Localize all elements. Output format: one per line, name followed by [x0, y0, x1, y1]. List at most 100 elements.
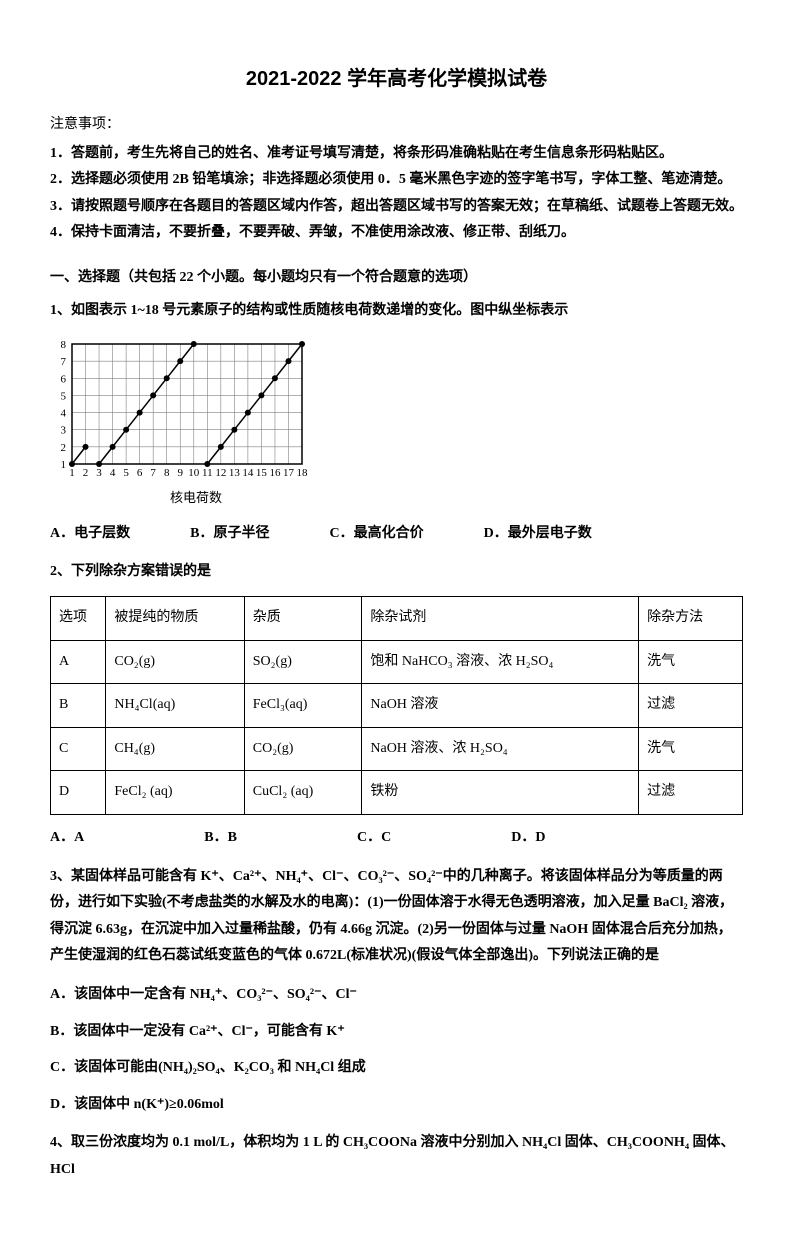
- svg-text:10: 10: [188, 467, 200, 479]
- note-line-2: 2．选择题必须使用 2B 铅笔填涂；非选择题必须使用 0．5 毫米黑色字迹的签字…: [50, 167, 743, 194]
- table-cell: NaOH 溶液、浓 H₂SO₄: [362, 727, 639, 771]
- table-cell: CuCl₂ (aq): [244, 771, 362, 815]
- option-key: A: [50, 830, 60, 845]
- q3-option-c[interactable]: C．该固体可能由(NH₄)₂SO₄、K₂CO₃ 和 NH₄Cl 组成: [50, 1055, 743, 1082]
- svg-text:5: 5: [123, 467, 129, 479]
- table-cell: A: [51, 640, 106, 684]
- svg-text:18: 18: [297, 467, 309, 479]
- option-text: 最外层电子数: [508, 526, 592, 541]
- q3-option-b[interactable]: B．该固体中一定没有 Ca²⁺、Cl⁻，可能含有 K⁺: [50, 1019, 743, 1046]
- option-text: D: [535, 830, 545, 845]
- option-key: C: [357, 830, 367, 845]
- table-cell: NaOH 溶液: [362, 684, 639, 728]
- table-cell: FeCl₂ (aq): [106, 771, 244, 815]
- q4-stem: 4、取三份浓度均为 0.1 mol/L，体积均为 1 L 的 CH₃COONa …: [50, 1130, 743, 1183]
- table-cell: C: [51, 727, 106, 771]
- svg-text:13: 13: [229, 467, 241, 479]
- option-key: B: [190, 526, 199, 541]
- note-line-3: 3．请按照题号顺序在各题目的答题区域内作答，超出答题区域书写的答案无效；在草稿纸…: [50, 194, 743, 221]
- table-cell: CO₂(g): [244, 727, 362, 771]
- option-key: D: [50, 1097, 60, 1112]
- option-key: D: [484, 526, 494, 541]
- option-text: B: [228, 830, 237, 845]
- svg-text:15: 15: [256, 467, 267, 479]
- svg-text:7: 7: [150, 467, 156, 479]
- table-row: CCH₄(g)CO₂(g)NaOH 溶液、浓 H₂SO₄洗气: [51, 727, 743, 771]
- q1-option-b[interactable]: B．原子半径: [190, 521, 269, 548]
- table-cell: CO₂(g): [106, 640, 244, 684]
- svg-text:12: 12: [215, 467, 226, 479]
- option-key: D: [511, 830, 521, 845]
- q3-option-d[interactable]: D．该固体中 n(K⁺)≥0.06mol: [50, 1092, 743, 1119]
- option-key: C: [329, 526, 339, 541]
- q1-option-c[interactable]: C．最高化合价: [329, 521, 423, 548]
- table-header: 被提纯的物质: [106, 597, 244, 641]
- table-header: 除杂试剂: [362, 597, 639, 641]
- table-cell: SO₂(g): [244, 640, 362, 684]
- table-cell: 铁粉: [362, 771, 639, 815]
- svg-text:1: 1: [69, 467, 75, 479]
- svg-text:14: 14: [242, 467, 254, 479]
- option-text: 最高化合价: [354, 526, 424, 541]
- option-text: A: [74, 830, 84, 845]
- table-cell: 过滤: [639, 684, 743, 728]
- svg-text:17: 17: [283, 467, 295, 479]
- option-text: 该固体可能由(NH₄)₂SO₄、K₂CO₃ 和 NH₄Cl 组成: [74, 1060, 366, 1075]
- option-text: 电子层数: [74, 526, 130, 541]
- svg-text:4: 4: [110, 467, 116, 479]
- section-1-heading: 一、选择题（共包括 22 个小题。每小题均只有一个符合题意的选项）: [50, 265, 743, 292]
- table-cell: FeCl₃(aq): [244, 684, 362, 728]
- table-header-row: 选项 被提纯的物质 杂质 除杂试剂 除杂方法: [51, 597, 743, 641]
- table-row: BNH₄Cl(aq)FeCl₃(aq)NaOH 溶液过滤: [51, 684, 743, 728]
- q1-chart: 12345678910111213141516171812345678 核电荷数: [50, 334, 743, 511]
- table-cell: NH₄Cl(aq): [106, 684, 244, 728]
- option-key: A: [50, 987, 60, 1002]
- table-row: DFeCl₂ (aq)CuCl₂ (aq)铁粉过滤: [51, 771, 743, 815]
- q2-options: A．A B．B C．C D．D: [50, 825, 743, 852]
- svg-text:5: 5: [61, 391, 67, 403]
- q1-stem: 1、如图表示 1~18 号元素原子的结构或性质随核电荷数递增的变化。图中纵坐标表…: [50, 298, 743, 325]
- svg-text:2: 2: [61, 442, 67, 454]
- svg-text:6: 6: [61, 373, 67, 385]
- table-header: 杂质: [244, 597, 362, 641]
- q1-option-d[interactable]: D．最外层电子数: [484, 521, 592, 548]
- svg-text:3: 3: [61, 425, 67, 437]
- svg-text:4: 4: [61, 408, 67, 420]
- option-text: 该固体中一定含有 NH₄⁺、CO₃²⁻、SO₄²⁻、Cl⁻: [74, 987, 357, 1002]
- svg-text:8: 8: [164, 467, 170, 479]
- q1-chart-svg: 12345678910111213141516171812345678: [50, 334, 310, 484]
- option-text: 该固体中 n(K⁺)≥0.06mol: [74, 1097, 224, 1112]
- table-cell: 饱和 NaHCO₃ 溶液、浓 H₂SO₄: [362, 640, 639, 684]
- table-cell: 洗气: [639, 727, 743, 771]
- table-cell: D: [51, 771, 106, 815]
- q3-stem: 3、某固体样品可能含有 K⁺、Ca²⁺、NH₄⁺、Cl⁻、CO₃²⁻、SO₄²⁻…: [50, 864, 743, 970]
- svg-text:16: 16: [269, 467, 281, 479]
- q3-option-a[interactable]: A．该固体中一定含有 NH₄⁺、CO₃²⁻、SO₄²⁻、Cl⁻: [50, 982, 743, 1009]
- option-key: C: [50, 1060, 60, 1075]
- svg-text:7: 7: [61, 356, 67, 368]
- svg-text:1: 1: [61, 459, 67, 471]
- note-line-1: 1．答题前，考生先将自己的姓名、准考证号填写清楚，将条形码准确粘贴在考生信息条形…: [50, 141, 743, 168]
- q2-option-d[interactable]: D．D: [511, 825, 545, 852]
- option-key: A: [50, 526, 60, 541]
- svg-text:11: 11: [202, 467, 213, 479]
- option-text: 原子半径: [213, 526, 269, 541]
- q2-option-a[interactable]: A．A: [50, 825, 84, 852]
- q1-option-a[interactable]: A．电子层数: [50, 521, 130, 548]
- table-cell: CH₄(g): [106, 727, 244, 771]
- table-header: 选项: [51, 597, 106, 641]
- note-line-4: 4．保持卡面清洁，不要折叠，不要弄破、弄皱，不准使用涂改液、修正带、刮纸刀。: [50, 220, 743, 247]
- table-cell: 洗气: [639, 640, 743, 684]
- option-key: B: [50, 1024, 59, 1039]
- page-title: 2021-2022 学年高考化学模拟试卷: [50, 60, 743, 98]
- q3-options: A．该固体中一定含有 NH₄⁺、CO₃²⁻、SO₄²⁻、Cl⁻ B．该固体中一定…: [50, 982, 743, 1118]
- table-row: ACO₂(g)SO₂(g)饱和 NaHCO₃ 溶液、浓 H₂SO₄洗气: [51, 640, 743, 684]
- svg-text:9: 9: [177, 467, 183, 479]
- svg-text:8: 8: [61, 339, 67, 351]
- table-cell: 过滤: [639, 771, 743, 815]
- option-key: B: [204, 830, 213, 845]
- table-cell: B: [51, 684, 106, 728]
- svg-text:2: 2: [83, 467, 89, 479]
- q2-option-b[interactable]: B．B: [204, 825, 237, 852]
- q2-option-c[interactable]: C．C: [357, 825, 391, 852]
